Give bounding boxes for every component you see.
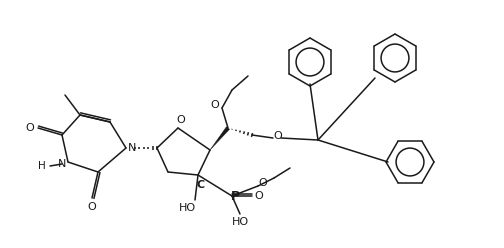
Text: C: C: [197, 180, 205, 190]
Text: O: O: [211, 100, 219, 110]
Text: N: N: [58, 159, 66, 169]
Text: HO: HO: [178, 203, 196, 213]
Text: P: P: [230, 190, 239, 204]
Text: O: O: [274, 131, 282, 141]
Text: H: H: [38, 161, 46, 171]
Text: O: O: [26, 123, 34, 133]
Text: O: O: [88, 202, 96, 212]
Text: HO: HO: [231, 217, 248, 227]
Text: N: N: [128, 143, 136, 153]
Text: O: O: [255, 191, 264, 201]
Text: O: O: [176, 115, 185, 125]
Text: O: O: [259, 178, 268, 188]
Polygon shape: [210, 127, 229, 150]
